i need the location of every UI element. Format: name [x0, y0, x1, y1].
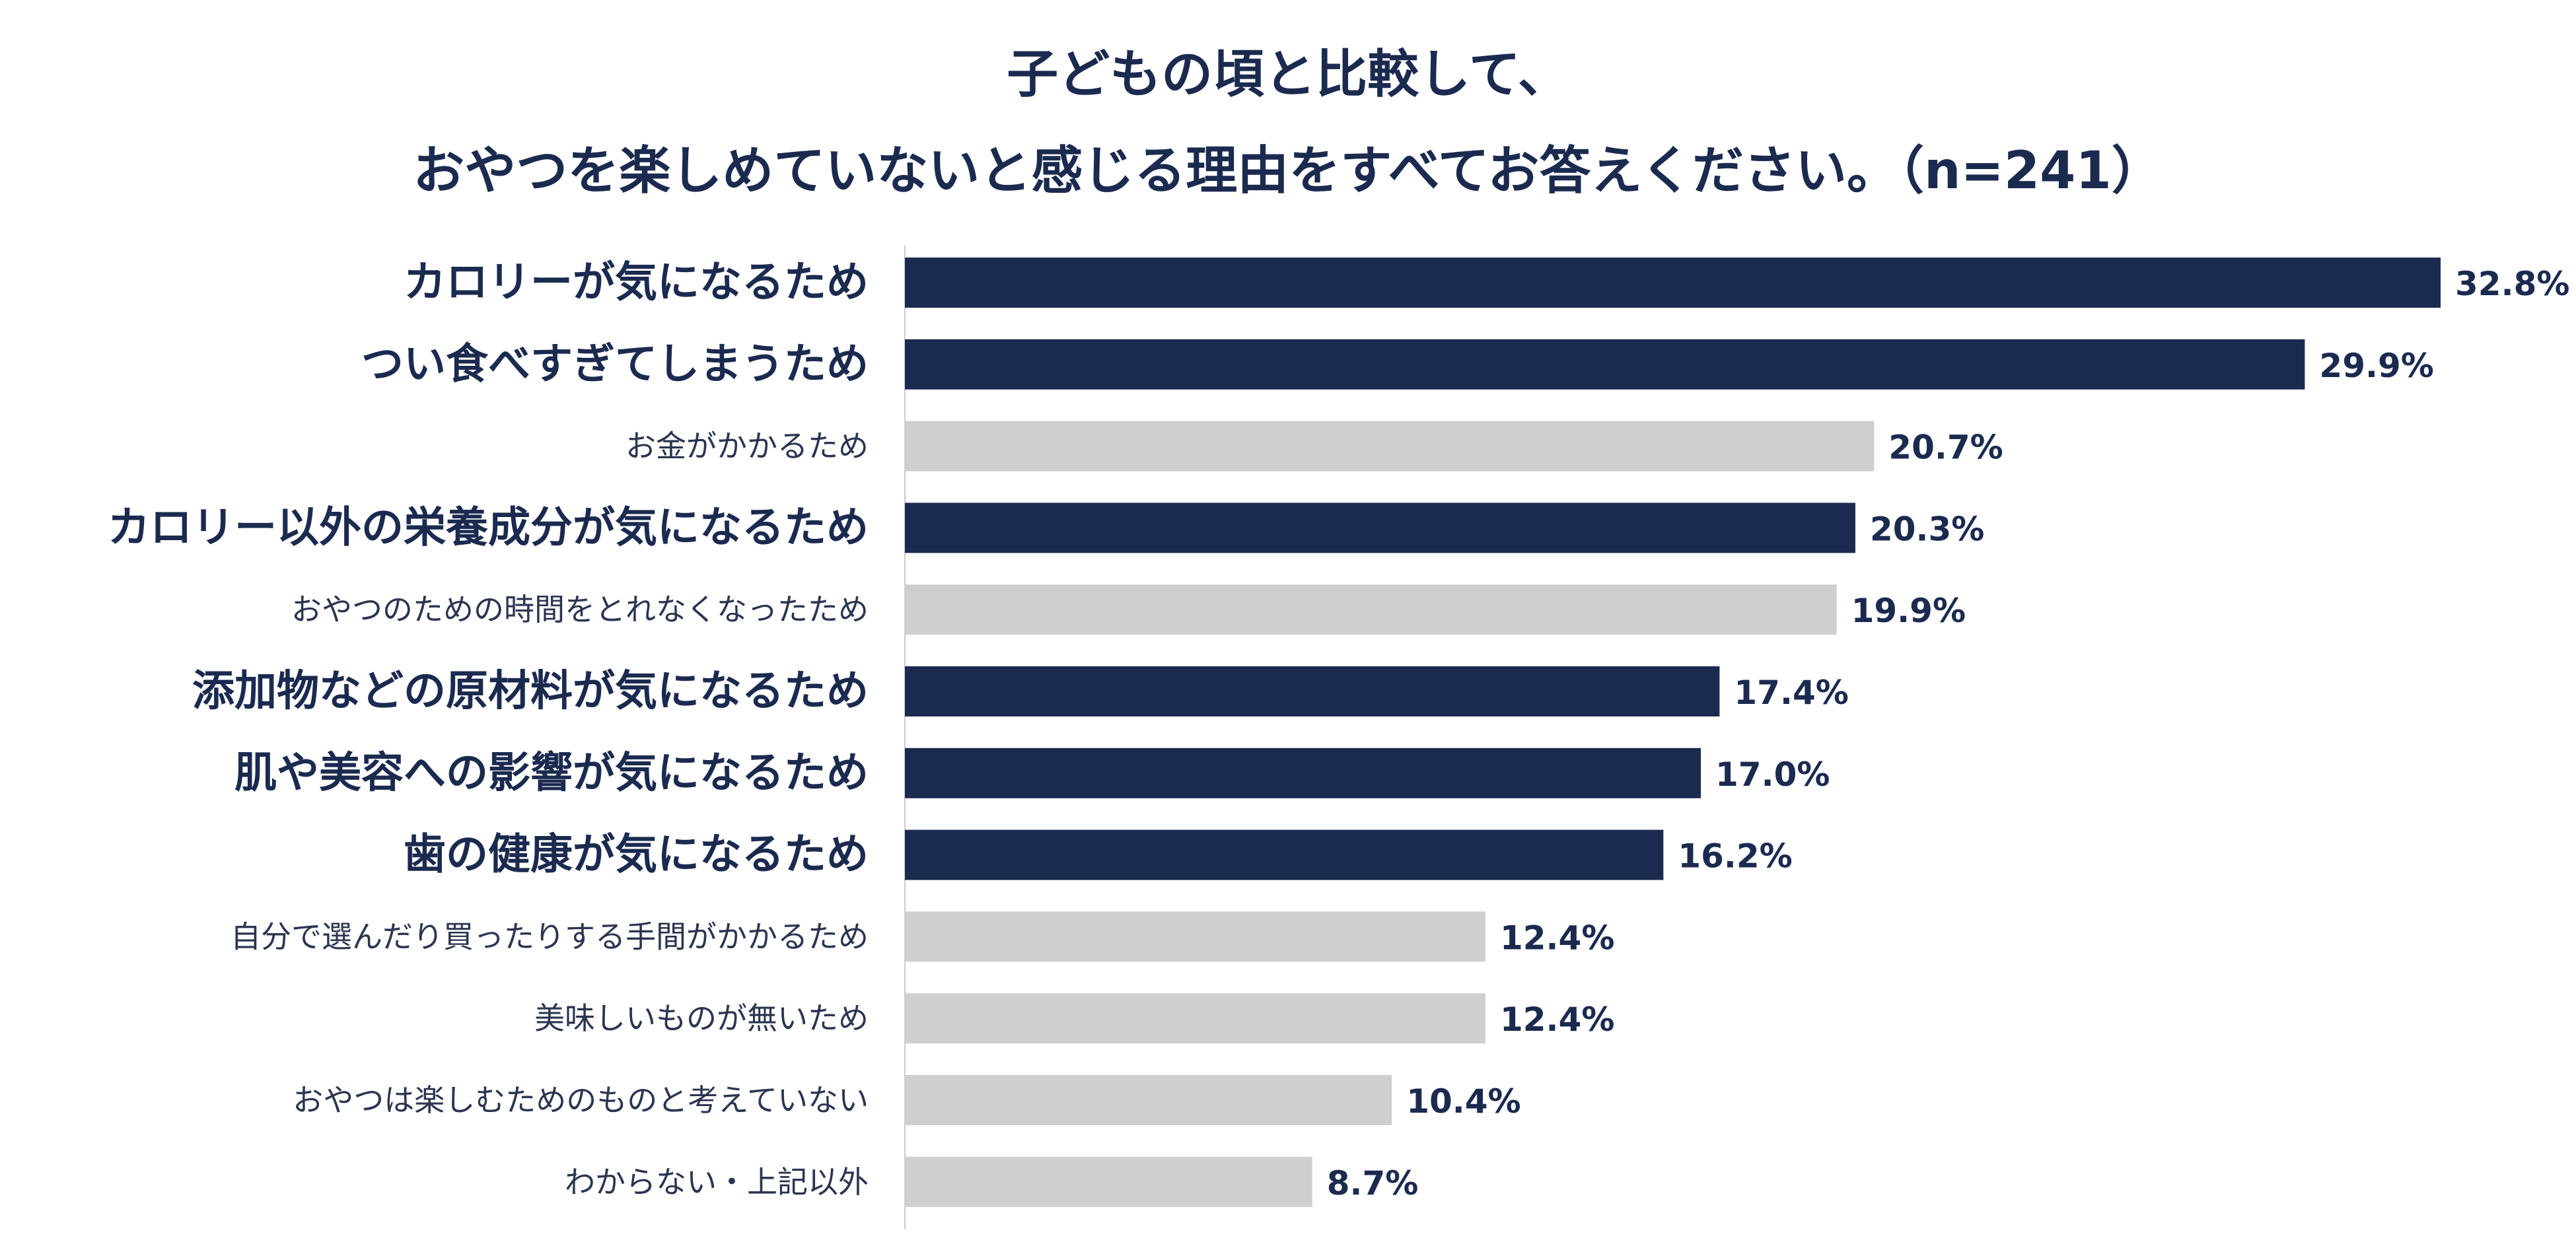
category-label: お金がかかるため	[626, 429, 869, 464]
bar	[905, 339, 2305, 390]
bar-row: 自分で選んだり買ったりする手間がかかるため 12.4%	[231, 911, 1614, 962]
value-label: 20.7%	[1888, 429, 2003, 467]
bar	[905, 748, 1701, 798]
bar-row: お金がかかるため 20.7%	[626, 421, 2003, 471]
category-label: カロリー以外の栄養成分が気になるため	[108, 503, 869, 552]
bar-row: 肌や美容への影響が気になるため 17.0%	[234, 748, 1830, 798]
bar-row: カロリーが気になるため 32.8%	[404, 258, 2569, 308]
value-label: 12.4%	[1500, 1000, 1614, 1039]
value-label: 12.4%	[1500, 919, 1614, 957]
bar	[905, 829, 1664, 880]
bar	[905, 666, 1720, 716]
bar-row: おやつのための時間をとれなくなったため 19.9%	[291, 584, 1966, 635]
bar	[905, 421, 1875, 471]
chart-title-line-1: 子どもの頃と比較して、	[1007, 45, 1569, 104]
bar-row: おやつは楽しむためのものと考えていない 10.4%	[293, 1075, 1521, 1125]
category-label: カロリーが気になるため	[404, 258, 869, 307]
value-label: 8.7%	[1327, 1164, 1419, 1202]
value-label: 19.9%	[1851, 592, 1966, 630]
category-label: 自分で選んだり買ったりする手間がかかるため	[231, 919, 869, 954]
category-label: わからない・上記以外	[565, 1164, 869, 1200]
bar-row: つい食べすぎてしまうため 29.9%	[361, 339, 2434, 390]
bar	[905, 258, 2441, 308]
chart-title: 子どもの頃と比較して、 おやつを楽しめていないと感じる理由をすべてお答えください…	[0, 26, 2576, 219]
category-label: おやつは楽しむためのものと考えていない	[293, 1082, 869, 1118]
category-label: おやつのための時間をとれなくなったため	[291, 592, 869, 627]
bar	[905, 584, 1837, 635]
bar	[905, 1075, 1392, 1125]
chart-title-line-2: おやつを楽しめていないと感じる理由をすべてお答えください。（n=241）	[413, 141, 2163, 201]
value-label: 17.0%	[1715, 755, 1830, 794]
category-label: 歯の健康が気になるため	[404, 831, 869, 880]
category-label: 美味しいものが無いため	[534, 1000, 869, 1036]
bar-row: 美味しいものが無いため 12.4%	[534, 993, 1614, 1044]
value-label: 32.8%	[2455, 265, 2569, 303]
bar	[905, 993, 1485, 1044]
category-label: つい食べすぎてしまうため	[361, 340, 869, 389]
value-label: 17.4%	[1734, 674, 1848, 712]
value-label: 10.4%	[1406, 1082, 1521, 1121]
bar	[905, 503, 1855, 553]
value-label: 29.9%	[2319, 347, 2433, 385]
value-label: 20.3%	[1870, 510, 1984, 548]
bar	[905, 1156, 1312, 1207]
bar-row: カロリー以外の栄養成分が気になるため 20.3%	[108, 503, 1984, 553]
bar-row: 添加物などの原材料が気になるため 17.4%	[192, 666, 1849, 716]
bar-row: 歯の健康が気になるため 16.2%	[404, 829, 1793, 880]
bar	[905, 911, 1485, 962]
value-label: 16.2%	[1678, 837, 1792, 876]
bar-row: わからない・上記以外 8.7%	[565, 1156, 1419, 1207]
category-label: 添加物などの原材料が気になるため	[192, 667, 869, 716]
category-label: 肌や美容への影響が気になるため	[234, 749, 869, 798]
